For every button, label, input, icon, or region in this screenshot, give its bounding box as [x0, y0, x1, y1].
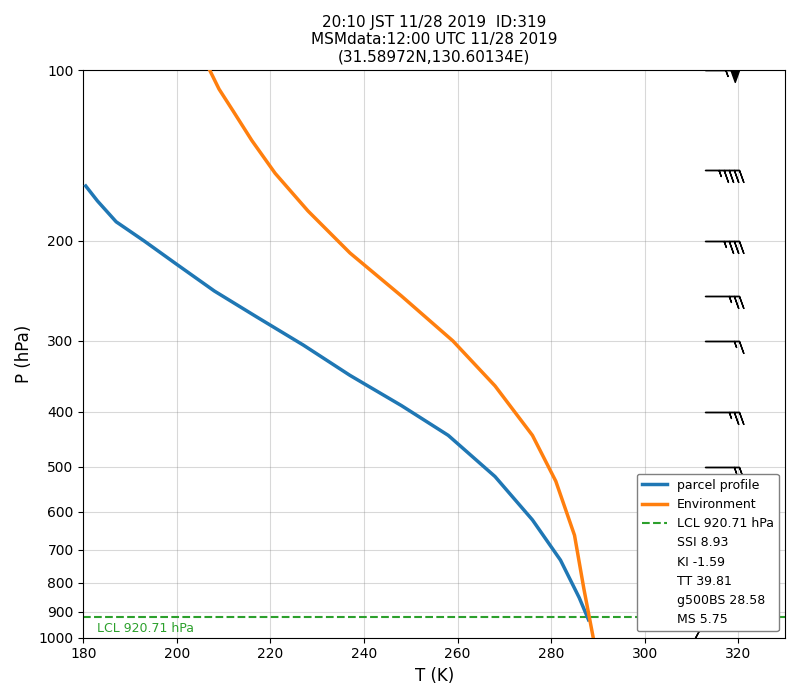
X-axis label: T (K): T (K)	[414, 667, 454, 685]
Text: LCL 920.71 hPa: LCL 920.71 hPa	[98, 622, 194, 635]
Title: 20:10 JST 11/28 2019  ID:319
MSMdata:12:00 UTC 11/28 2019
(31.58972N,130.60134E): 20:10 JST 11/28 2019 ID:319 MSMdata:12:0…	[311, 15, 558, 65]
Y-axis label: P (hPa): P (hPa)	[15, 325, 33, 383]
Legend: parcel profile, Environment, LCL 920.71 hPa, SSI 8.93, KI -1.59, TT 39.81, g500B: parcel profile, Environment, LCL 920.71 …	[637, 474, 778, 631]
